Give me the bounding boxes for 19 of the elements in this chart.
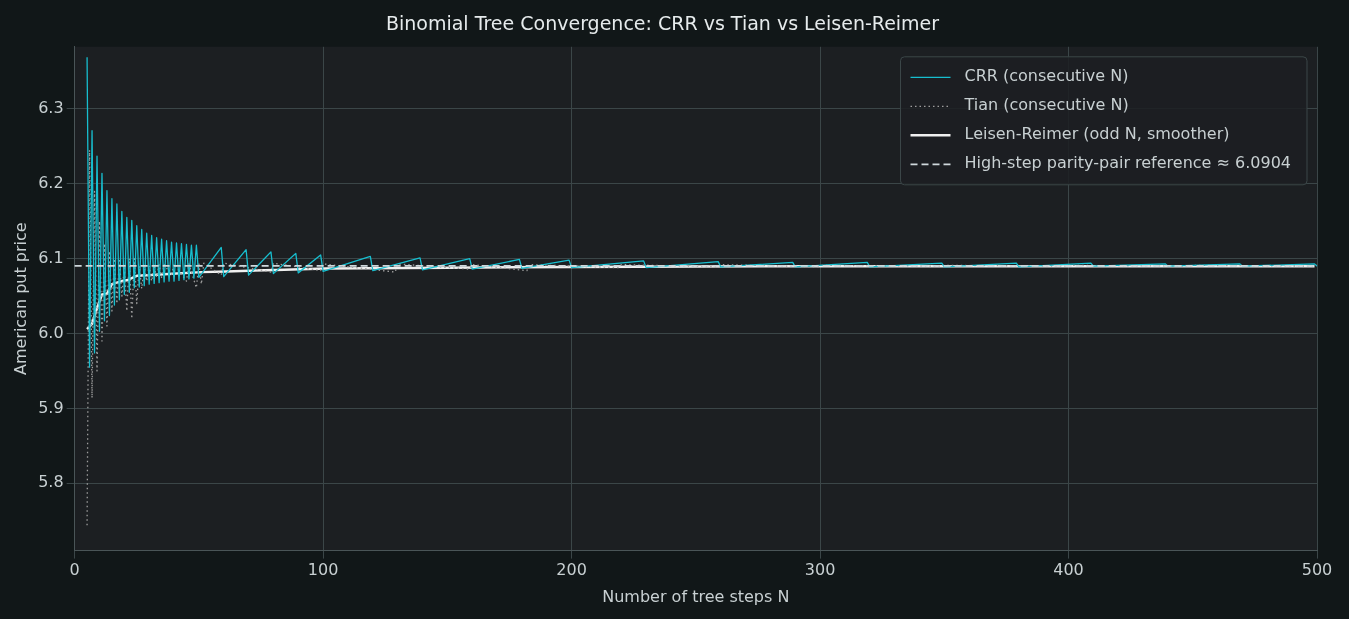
x-axis-title: Number of tree steps N [602, 586, 790, 606]
y-tick-label: 6.1 [38, 247, 64, 267]
legend-label: High-step parity-pair reference ≈ 6.0904 [964, 153, 1292, 173]
x-tick-label: 0 [69, 560, 80, 580]
y-tick-label: 6.0 [38, 322, 64, 342]
y-tick-label: 6.2 [38, 172, 64, 192]
y-tick-label: 6.3 [38, 98, 64, 118]
legend-label: CRR (consecutive N) [964, 66, 1129, 86]
x-tick-label: 300 [804, 560, 836, 580]
x-tick-label: 200 [556, 560, 587, 580]
chart-title: Binomial Tree Convergence: CRR vs Tian vs Leisen-Reimer [385, 12, 940, 35]
x-tick-label: 500 [1301, 560, 1333, 580]
x-tick-label: 100 [307, 560, 339, 580]
y-tick-label: 5.9 [38, 397, 64, 417]
x-tick-label: 400 [1053, 560, 1084, 580]
y-tick-label: 5.8 [38, 472, 64, 492]
legend-label: Tian (consecutive N) [963, 95, 1129, 115]
y-axis-title: American put price [10, 222, 30, 376]
legend-label: Leisen-Reimer (odd N, smoother) [964, 124, 1230, 144]
